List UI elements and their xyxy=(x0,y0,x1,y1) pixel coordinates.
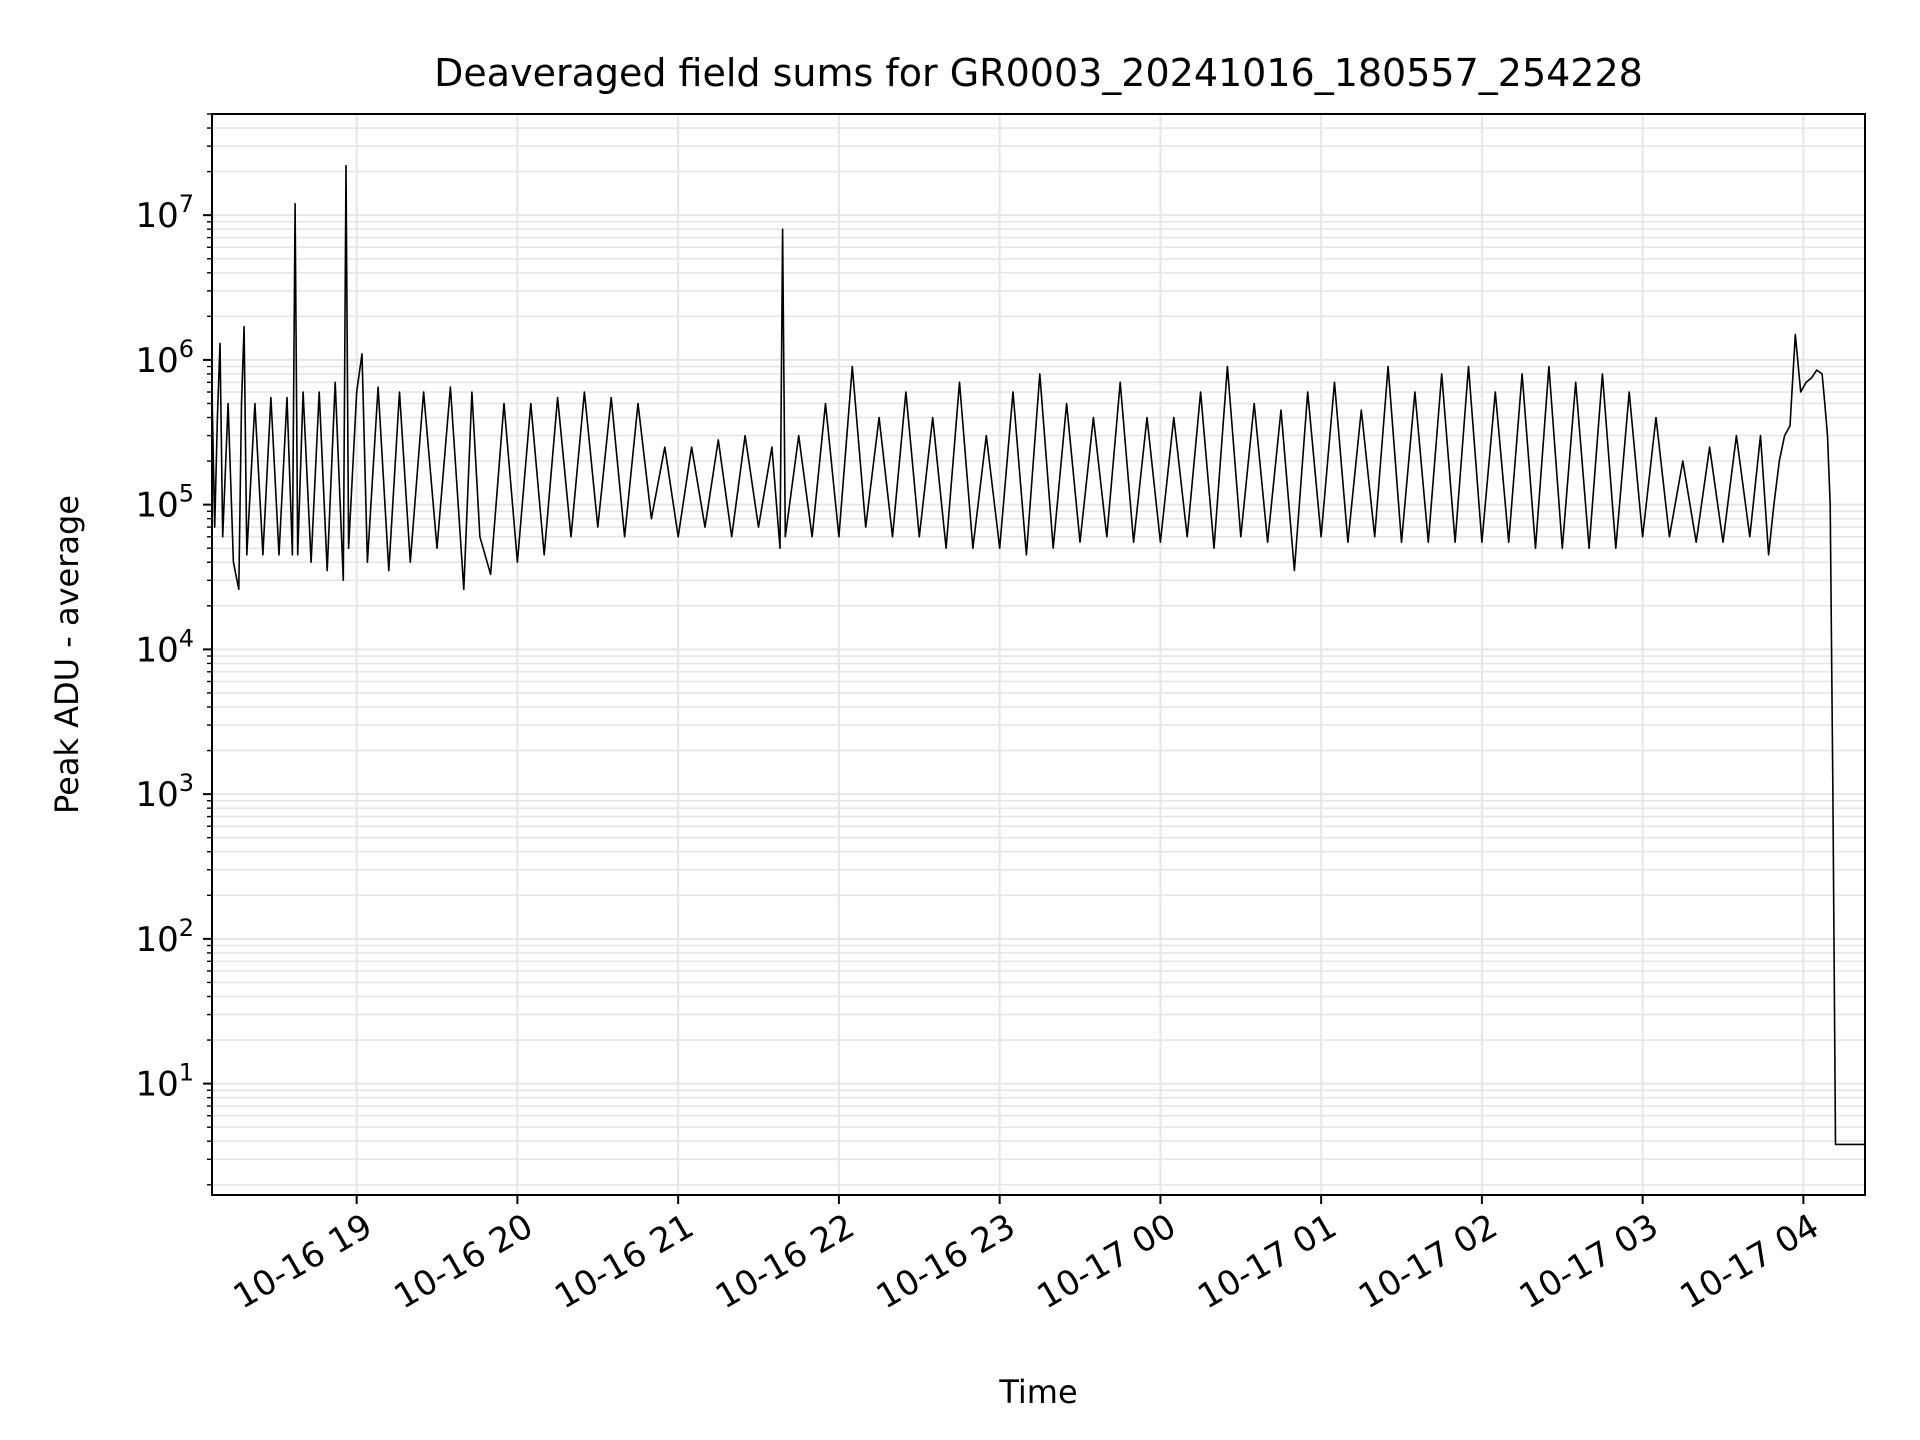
chart-title: Deaveraged field sums for GR0003_2024101… xyxy=(434,51,1643,95)
y-tick-label: 107 xyxy=(135,190,194,236)
y-tick-label: 105 xyxy=(135,480,194,526)
grid xyxy=(212,113,1865,1195)
y-tick-label: 106 xyxy=(135,335,194,381)
plot-frame xyxy=(211,113,1866,1196)
y-tick-label: 104 xyxy=(135,624,194,670)
y-tick-label: 103 xyxy=(135,769,194,815)
y-tick-label: 101 xyxy=(135,1059,194,1105)
x-axis-label: Time xyxy=(998,1373,1077,1411)
series-line xyxy=(211,164,1865,1146)
y-axis-label: Peak ADU - average xyxy=(48,495,86,814)
y-tick-label: 102 xyxy=(135,914,194,960)
